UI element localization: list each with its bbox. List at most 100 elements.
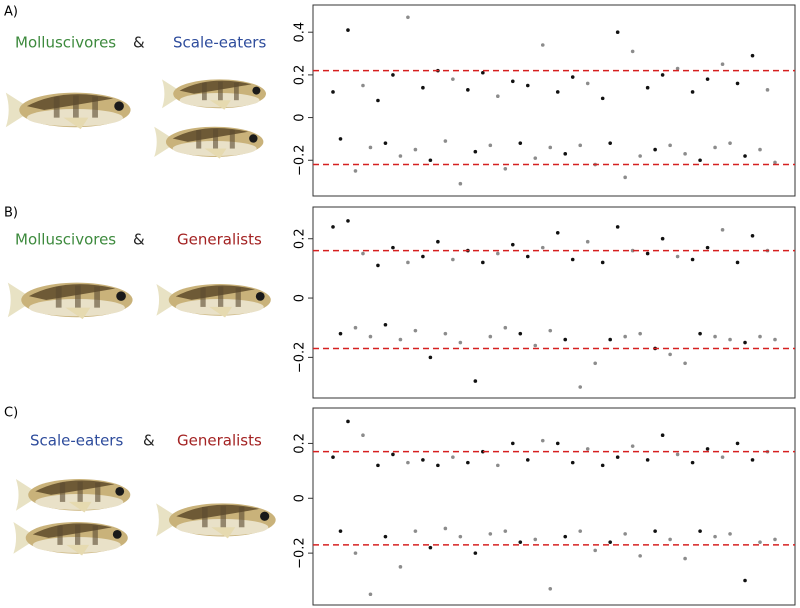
point (510, 242, 515, 247)
point (383, 322, 388, 327)
point (368, 334, 373, 339)
point (668, 537, 672, 542)
point (353, 169, 358, 173)
point (660, 236, 665, 241)
point (735, 260, 740, 265)
point (653, 529, 657, 533)
point (533, 537, 538, 542)
point (436, 463, 440, 468)
point (743, 340, 747, 345)
point (690, 460, 695, 465)
species-label: Generalists (177, 432, 262, 450)
point (600, 463, 605, 468)
point (406, 460, 410, 465)
point (585, 239, 590, 244)
plot-frame (312, 407, 796, 606)
point (481, 260, 485, 265)
panel-label: C) (4, 406, 18, 421)
point (600, 260, 605, 265)
point (765, 88, 770, 92)
point (346, 219, 350, 223)
species-label: Scale-eaters (30, 432, 123, 450)
point (376, 263, 380, 268)
point (540, 438, 545, 443)
point (675, 452, 680, 457)
y-tick-label: 0.4 (293, 22, 308, 43)
point (458, 181, 463, 186)
point (338, 529, 343, 533)
panel-label: B) (4, 206, 18, 221)
point (713, 145, 717, 150)
point (593, 361, 598, 366)
point (540, 245, 545, 250)
species-label: Molluscivores (15, 231, 116, 249)
point (570, 75, 575, 79)
point (331, 455, 335, 459)
panel-label: A) (4, 5, 18, 20)
point (488, 143, 493, 148)
point (728, 532, 732, 536)
point (428, 545, 433, 550)
point (758, 147, 762, 152)
point (623, 334, 627, 339)
point (593, 548, 598, 553)
point (713, 534, 717, 539)
fish-images (5, 79, 276, 556)
point (443, 331, 448, 336)
point (510, 441, 515, 446)
point (608, 540, 612, 544)
point (421, 458, 425, 462)
point (481, 449, 485, 454)
point (510, 79, 515, 84)
point (413, 328, 418, 333)
point (683, 556, 687, 561)
y-tick-label: 0 (293, 494, 308, 502)
point (645, 85, 650, 90)
point (496, 94, 500, 99)
point (773, 537, 777, 542)
point (638, 331, 642, 336)
point (705, 245, 710, 250)
point (728, 141, 732, 145)
point (413, 529, 418, 533)
point (683, 361, 687, 366)
point (473, 149, 478, 154)
point (466, 460, 470, 465)
point (353, 551, 358, 555)
point (623, 532, 627, 536)
point (623, 175, 627, 180)
point (548, 328, 553, 333)
point (630, 49, 635, 54)
point (331, 225, 335, 229)
point (608, 337, 612, 342)
point (683, 152, 687, 156)
point (660, 433, 665, 437)
point (705, 77, 710, 81)
point (750, 233, 755, 238)
point (578, 529, 583, 533)
point (391, 73, 395, 77)
y-tick-label: 0 (293, 113, 308, 121)
point (630, 444, 635, 448)
point (570, 257, 575, 262)
point (615, 455, 620, 459)
y-tick-label: 0.2 (293, 433, 308, 454)
point (720, 228, 725, 232)
point (525, 458, 530, 462)
point (698, 529, 702, 533)
point (563, 152, 568, 156)
point (555, 90, 560, 94)
point (473, 551, 478, 555)
y-tick-label: 0.2 (293, 228, 308, 249)
point (698, 331, 702, 336)
point (735, 81, 740, 86)
point (585, 447, 590, 451)
point (555, 441, 560, 446)
species-label: & (133, 231, 145, 249)
point (578, 143, 583, 148)
point (713, 334, 717, 339)
point (548, 145, 553, 150)
point (750, 458, 755, 462)
point (406, 260, 410, 265)
point (428, 355, 433, 360)
